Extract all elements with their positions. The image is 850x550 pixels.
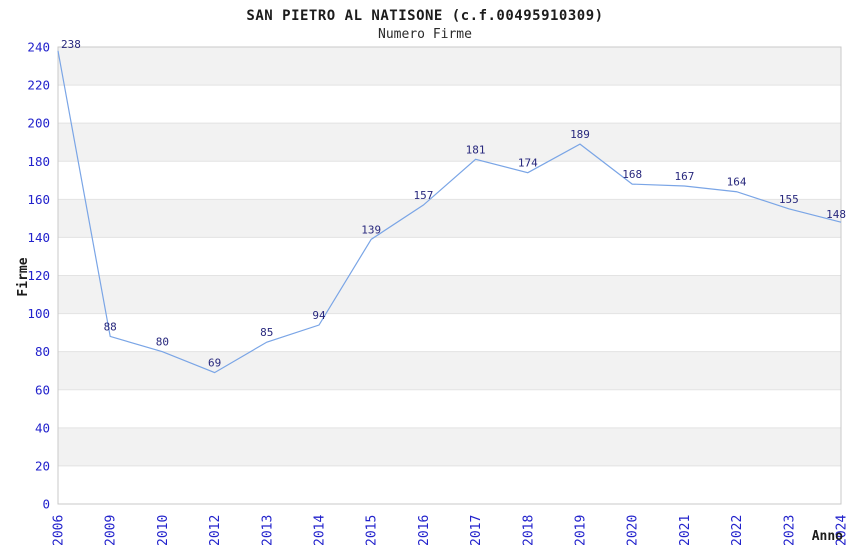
value-label: 94 bbox=[312, 309, 326, 322]
x-tick-label: 2021 bbox=[678, 515, 693, 546]
y-tick-label: 220 bbox=[27, 78, 50, 93]
y-tick-label: 0 bbox=[42, 497, 50, 512]
value-label: 164 bbox=[727, 176, 747, 189]
x-tick-label: 2017 bbox=[469, 515, 484, 546]
value-label: 88 bbox=[104, 320, 117, 333]
stripe-band bbox=[58, 427, 841, 466]
x-tick-labels: 2006 2009 2010 2012 2013 2014 2015 2016 2017 2018… bbox=[52, 515, 850, 546]
x-tick-label: 2024 bbox=[835, 515, 850, 546]
value-label: 168 bbox=[622, 168, 642, 181]
x-tick-label: 2016 bbox=[417, 515, 432, 546]
y-tick-label: 60 bbox=[35, 382, 50, 397]
value-label: 148 bbox=[826, 208, 846, 221]
x-tick-label: 2019 bbox=[574, 515, 589, 546]
plot-gridlines bbox=[58, 46, 841, 505]
stripe-band bbox=[58, 199, 841, 238]
x-tick-label: 2012 bbox=[208, 515, 223, 546]
x-tick-label: 2023 bbox=[782, 515, 797, 546]
value-label: 139 bbox=[361, 223, 381, 236]
x-tick-label: 2015 bbox=[365, 515, 380, 546]
y-tick-label: 180 bbox=[27, 154, 50, 169]
plot-border bbox=[57, 46, 842, 505]
value-label: 238 bbox=[61, 38, 81, 51]
y-tick-label: 240 bbox=[27, 40, 50, 55]
y-tick-label: 120 bbox=[27, 268, 50, 283]
x-tick-label: 2022 bbox=[730, 515, 745, 546]
y-tick-label: 40 bbox=[35, 420, 50, 435]
value-label: 181 bbox=[466, 143, 486, 156]
y-tick-label: 100 bbox=[27, 306, 50, 321]
x-tick-label: 2010 bbox=[156, 515, 171, 546]
y-tick-label: 200 bbox=[27, 116, 50, 131]
value-label: 167 bbox=[674, 170, 694, 183]
x-tick-label: 2009 bbox=[104, 515, 119, 546]
x-tick-label: 2013 bbox=[260, 515, 275, 546]
value-labels: 238 88 80 69 85 94 139 157 181 174 189 168 167 164 155… bbox=[61, 38, 846, 370]
value-label: 80 bbox=[156, 336, 169, 349]
y-tick-labels: 0 20 40 60 80 100 120 140 160 180 200 220 240 bbox=[27, 40, 50, 512]
value-label: 69 bbox=[208, 357, 221, 370]
stripe-band bbox=[58, 123, 841, 162]
plot-stripes bbox=[58, 47, 841, 466]
stripe-band bbox=[58, 351, 841, 390]
value-label: 85 bbox=[260, 326, 273, 339]
data-line bbox=[57, 50, 842, 374]
y-tick-label: 80 bbox=[35, 344, 50, 359]
x-tick-label: 2014 bbox=[313, 515, 328, 546]
x-tick-label: 2006 bbox=[52, 515, 67, 546]
value-label: 189 bbox=[570, 128, 590, 141]
y-tick-label: 20 bbox=[35, 458, 50, 473]
y-tick-label: 160 bbox=[27, 192, 50, 207]
y-axis-label: Firme bbox=[16, 257, 31, 296]
x-axis-label: Anno bbox=[812, 529, 843, 544]
x-tick-label: 2020 bbox=[626, 515, 641, 546]
x-tick-label: 2018 bbox=[521, 515, 536, 546]
value-label: 157 bbox=[413, 189, 433, 202]
stripe-band bbox=[58, 47, 841, 86]
y-tick-label: 140 bbox=[27, 230, 50, 245]
chart-title: SAN PIETRO AL NATISONE (c.f.00495910309) bbox=[246, 8, 603, 24]
stripe-band bbox=[58, 275, 841, 314]
value-label: 155 bbox=[779, 193, 799, 206]
value-label: 174 bbox=[518, 157, 538, 170]
chart-subtitle: Numero Firme bbox=[378, 27, 472, 42]
